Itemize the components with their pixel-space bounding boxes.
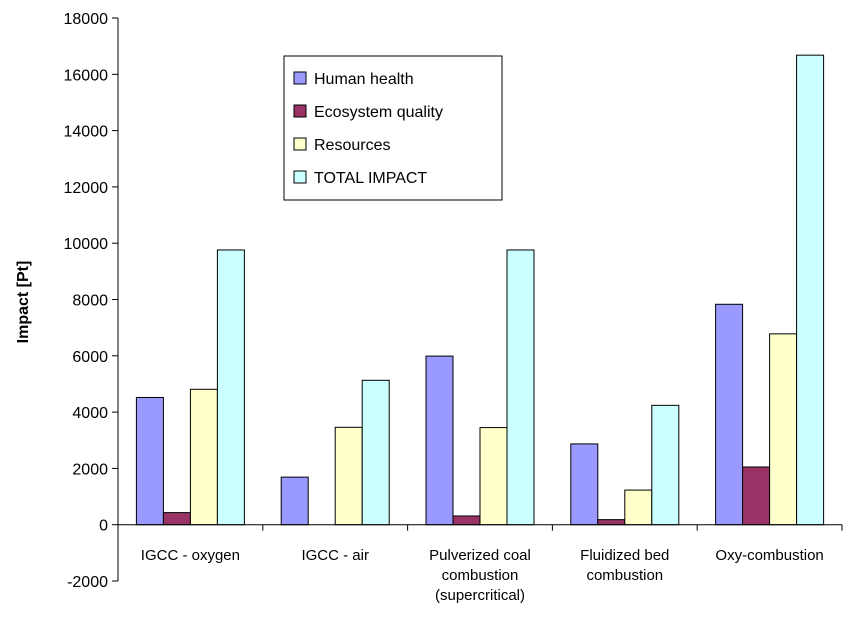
- bar-total-impact: [651, 404, 680, 526]
- bar-total-impact: [796, 54, 825, 526]
- bar-human-health: [135, 396, 164, 526]
- y-tick-label: 16000: [64, 67, 109, 84]
- y-tick-label: 12000: [64, 180, 109, 197]
- legend-entry: TOTAL IMPACT: [314, 170, 427, 187]
- legend: Human health Ecosystem quality Resources TO…: [283, 55, 503, 201]
- legend-swatch: [293, 104, 307, 118]
- bar-human-health: [425, 355, 454, 526]
- legend-swatch: [293, 71, 307, 85]
- legend-swatch: [293, 137, 307, 151]
- y-tick-label: 6000: [72, 349, 108, 366]
- bar-total-impact: [361, 379, 390, 526]
- legend-swatch: [293, 170, 307, 184]
- y-tick-label: 0: [99, 518, 108, 535]
- bar-ecosystem-quality: [452, 515, 481, 526]
- bar-resources: [479, 427, 508, 526]
- axes: [112, 17, 843, 582]
- x-category-label: IGCC - air: [301, 547, 369, 564]
- bar-resources: [189, 388, 218, 526]
- x-category-label: (supercritical): [435, 587, 525, 604]
- legend-entry: Human health: [314, 71, 414, 88]
- bar-human-health: [280, 476, 309, 526]
- y-tick-label: 4000: [72, 405, 108, 422]
- bar-human-health: [570, 443, 599, 526]
- x-category-label: Fluidized bed: [580, 547, 669, 564]
- bar-human-health: [715, 303, 744, 526]
- bar-total-impact: [216, 249, 245, 526]
- legend-entry: Resources: [314, 137, 390, 154]
- bar-ecosystem-quality: [597, 519, 626, 526]
- x-category-label: Pulverized coal: [429, 547, 531, 564]
- y-tick-label: 2000: [72, 461, 108, 478]
- bar-resources: [769, 333, 798, 526]
- y-tick-labels: -2000 0 2000 4000 6000 8000 10000 12000 14000 160…: [64, 11, 109, 591]
- bar-total-impact: [506, 249, 535, 526]
- bar-resources: [334, 426, 363, 526]
- bar-ecosystem-quality: [162, 512, 191, 526]
- y-axis-label: Impact [Pt]: [15, 261, 32, 344]
- y-tick-label: 8000: [72, 293, 108, 310]
- y-tick-label: -2000: [67, 574, 108, 591]
- x-category-label: IGCC - oxygen: [141, 547, 240, 564]
- y-tick-label: 10000: [64, 236, 109, 253]
- y-tick-label: 18000: [64, 11, 109, 28]
- x-category-label: combustion: [442, 567, 519, 584]
- legend-box: [283, 55, 503, 201]
- bar-resources: [624, 489, 653, 526]
- legend-entry: Ecosystem quality: [314, 104, 443, 121]
- x-category-label: Oxy-combustion: [715, 547, 823, 564]
- bars: [135, 54, 825, 526]
- x-category-label: combustion: [586, 567, 663, 584]
- bar-ecosystem-quality: [742, 466, 771, 526]
- x-category-labels: IGCC - oxygen IGCC - air Pulverized coal co…: [141, 547, 824, 604]
- y-tick-label: 14000: [64, 124, 109, 141]
